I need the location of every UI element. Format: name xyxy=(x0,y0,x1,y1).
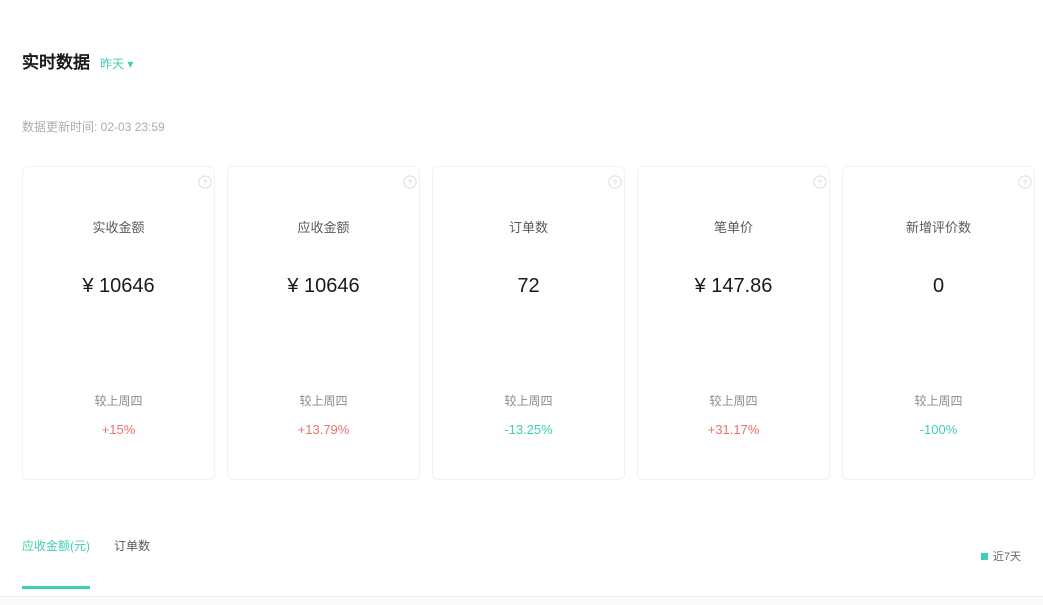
svg-text:?: ? xyxy=(408,178,412,187)
svg-text:?: ? xyxy=(203,178,207,187)
svg-text:?: ? xyxy=(1023,178,1027,187)
svg-text:?: ? xyxy=(613,178,617,187)
svg-text:?: ? xyxy=(818,178,822,187)
